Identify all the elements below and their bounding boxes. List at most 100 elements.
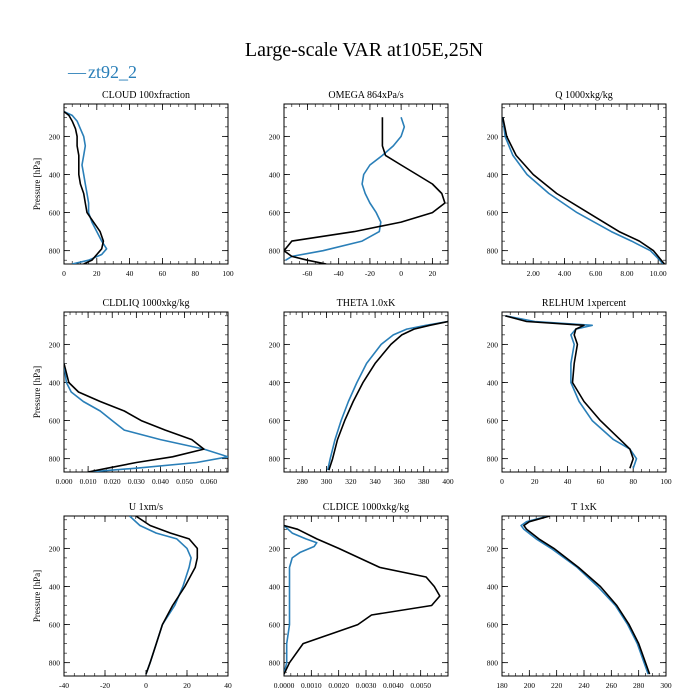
series-line-reference — [284, 117, 446, 264]
y-axis-label: Pressure [hPa] — [32, 366, 42, 418]
x-tick-label: -40 — [334, 269, 344, 278]
x-tick-label: 200 — [524, 681, 536, 690]
plot-frame — [63, 103, 229, 265]
y-tick-label: 800 — [269, 247, 281, 256]
x-tick-label: 220 — [551, 681, 563, 690]
y-tick-label: 600 — [49, 209, 61, 218]
y-tick-label: 200 — [487, 544, 499, 553]
y-tick-label: 600 — [49, 417, 61, 426]
y-tick-label: 800 — [49, 455, 61, 464]
panel-5: RELHUM 1xpercent 0 20 40 60 80 100 200 400 600 800 — [487, 298, 672, 486]
x-tick-label: -60 — [302, 269, 312, 278]
series-line-reference — [64, 363, 205, 472]
y-tick-label: 600 — [487, 417, 499, 426]
x-tick-label: 300 — [660, 681, 672, 690]
panel-4: THETA 1.0xK 280 300 320 340 360 380 400 200 400 60… — [269, 298, 454, 486]
x-tick-label: 80 — [191, 269, 199, 278]
x-tick-label: 8.00 — [620, 269, 633, 278]
y-tick-label: 800 — [49, 247, 61, 256]
x-tick-label: 0 — [62, 269, 66, 278]
y-tick-label: 200 — [269, 340, 281, 349]
y-tick-label: 800 — [269, 659, 281, 668]
y-tick-label: 400 — [487, 378, 499, 387]
panel-title: T 1xK — [571, 502, 597, 513]
y-tick-label: 200 — [487, 132, 499, 141]
legend: — zt92_2 — [67, 62, 137, 82]
plot-frame — [501, 311, 667, 473]
x-tick-label: 0.0020 — [328, 681, 349, 690]
figure-title: Large-scale VAR at105E,25N — [245, 39, 483, 61]
x-tick-label: 60 — [597, 477, 605, 486]
x-tick-label: 0.0050 — [410, 681, 431, 690]
x-tick-label: 40 — [126, 269, 134, 278]
x-tick-label: -20 — [100, 681, 110, 690]
x-tick-label: 0.0000 — [274, 681, 295, 690]
x-tick-label: 0.000 — [56, 477, 73, 486]
x-tick-label: 320 — [345, 477, 357, 486]
y-tick-label: 200 — [49, 132, 61, 141]
x-tick-label: 380 — [418, 477, 430, 486]
plot-frame — [283, 311, 449, 473]
panel-title: CLOUD 100xfraction — [102, 90, 190, 101]
series-line-zt92_2 — [284, 524, 318, 675]
x-tick-label: 20 — [531, 477, 539, 486]
x-tick-label: 4.00 — [558, 269, 571, 278]
plot-frame — [63, 515, 229, 677]
y-tick-label: 400 — [487, 170, 499, 179]
y-tick-label: 600 — [269, 209, 281, 218]
x-tick-label: 340 — [369, 477, 381, 486]
y-tick-label: 800 — [49, 659, 61, 668]
panel-title: THETA 1.0xK — [337, 298, 396, 309]
x-tick-label: 0.0030 — [356, 681, 377, 690]
x-tick-label: 60 — [159, 269, 167, 278]
x-tick-label: -20 — [365, 269, 375, 278]
plot-frame — [501, 103, 667, 265]
x-tick-label: 0.020 — [104, 477, 121, 486]
y-tick-label: 200 — [49, 544, 61, 553]
y-tick-label: 200 — [487, 340, 499, 349]
x-tick-label: 400 — [442, 477, 454, 486]
series-line-reference — [502, 117, 666, 264]
x-tick-label: 240 — [578, 681, 590, 690]
series-line-zt92_2 — [64, 110, 108, 264]
series-line-zt92_2 — [502, 117, 664, 264]
x-tick-label: 100 — [222, 269, 234, 278]
y-axis-label: Pressure [hPa] — [32, 158, 42, 210]
panel-8: T 1xK 180 200 220 240 260 280 300 200 400 600 800 — [487, 502, 672, 690]
y-tick-label: 400 — [487, 582, 499, 591]
series-line-zt92_2 — [285, 117, 406, 261]
x-tick-label: 2.00 — [527, 269, 540, 278]
y-tick-label: 400 — [269, 170, 281, 179]
x-tick-label: 0.030 — [128, 477, 145, 486]
panel-1: OMEGA 864xPa/s -60 -40 -20 0 20 200 400 600 800 — [269, 90, 449, 278]
y-tick-label: 600 — [487, 621, 499, 630]
x-tick-label: 40 — [224, 681, 232, 690]
y-tick-label: 800 — [487, 659, 499, 668]
series-line-zt92_2 — [129, 516, 192, 675]
series-line-zt92_2 — [326, 320, 448, 471]
x-tick-label: 0.060 — [200, 477, 217, 486]
series-line-reference — [135, 516, 199, 675]
x-tick-label: -40 — [59, 681, 69, 690]
y-tick-label: 800 — [487, 455, 499, 464]
series-line-reference — [328, 320, 448, 471]
x-tick-label: 0 — [399, 269, 403, 278]
series-line-reference — [64, 110, 105, 264]
x-tick-label: 300 — [321, 477, 333, 486]
x-tick-label: 40 — [564, 477, 572, 486]
y-tick-label: 600 — [269, 621, 281, 630]
panel-3: CLDLIQ 1000xkg/kg 0.000 0.010 0.020 0.030 0.0… — [32, 298, 229, 486]
legend-label: zt92_2 — [88, 62, 137, 82]
x-tick-label: 180 — [496, 681, 508, 690]
x-tick-label: 0 — [144, 681, 148, 690]
x-tick-label: 0.0010 — [301, 681, 322, 690]
panel-2: Q 1000xkg/kg 2.00 4.00 6.00 8.00 10.00 200 400 6… — [487, 90, 667, 278]
x-tick-label: 6.00 — [589, 269, 602, 278]
series-line-reference — [284, 524, 441, 675]
x-tick-label: 0.0040 — [383, 681, 404, 690]
x-tick-label: 280 — [297, 477, 309, 486]
series-line-zt92_2 — [505, 315, 638, 469]
y-tick-label: 400 — [269, 582, 281, 591]
x-tick-label: 360 — [394, 477, 406, 486]
